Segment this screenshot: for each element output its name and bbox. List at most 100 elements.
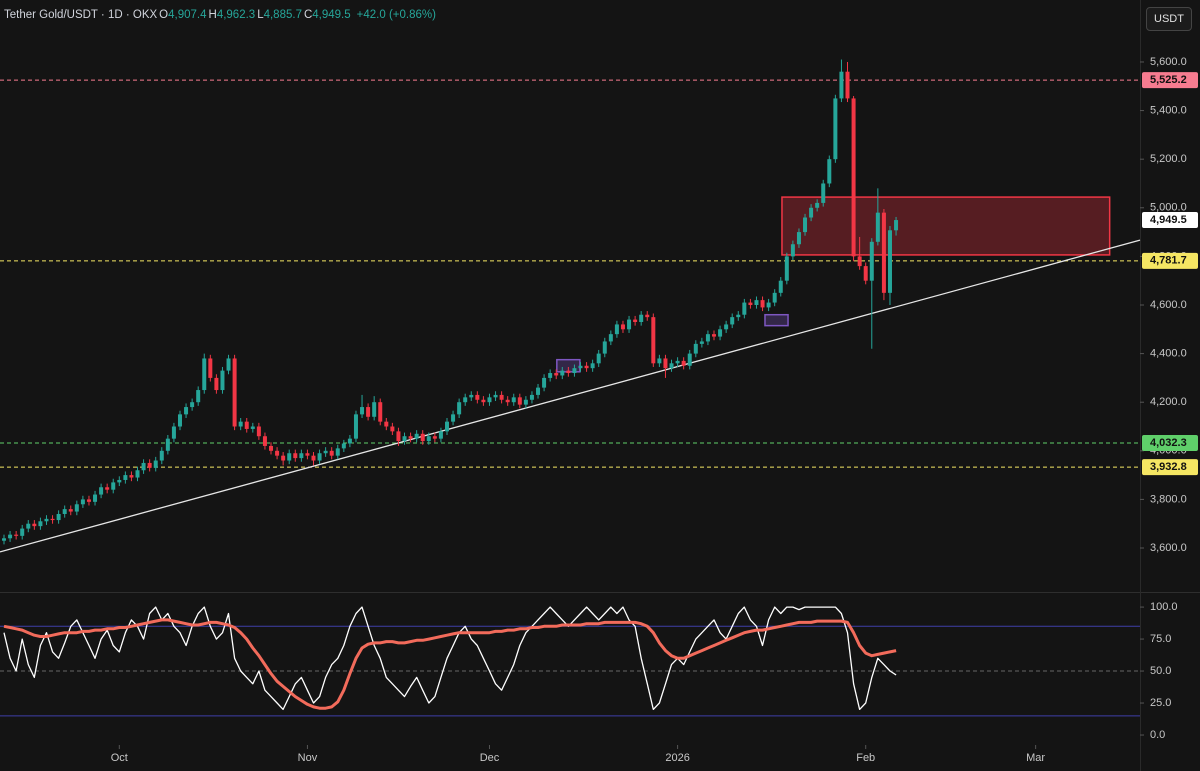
candle-body [651,317,656,364]
level-label: 4,781.7 [1150,255,1187,267]
candle-body [505,399,510,403]
last-price-label-box [1142,212,1198,229]
candle-body [693,343,698,354]
candle-body [129,475,134,478]
candle-body [511,397,516,403]
candle-body [177,414,182,427]
candle-body [390,426,395,432]
ohlc-key: L [257,9,264,21]
zone [781,196,1111,256]
level-label-box [1142,459,1198,476]
candle-body [718,329,723,337]
candle-body [244,421,249,429]
candle-body [50,518,55,521]
oscillator-line [3,606,897,711]
candle-body [699,341,704,344]
candle-body [44,518,49,522]
candle-body [26,523,31,529]
candle-body [311,455,316,461]
candle-body [614,324,619,335]
candle-body [645,314,650,318]
candle-body [463,397,468,403]
symbol-title: Tether Gold/USDT · 1D · OKX [4,9,158,21]
y-tick-label: 25.0 [1150,697,1171,709]
x-tick-label: Mar [1026,752,1045,764]
candle-body [687,353,692,366]
y-tick-label: 4,600.0 [1150,299,1187,311]
candle-body [184,407,189,415]
candle-body [275,450,280,456]
candle-body [402,436,407,442]
ohlc-value: 4,907.4 [168,9,207,21]
candle-body [663,358,668,369]
candle-body [572,368,577,374]
candle-body [335,448,340,456]
currency-button[interactable]: USDT [1146,7,1192,31]
ohlc-value: 4,885.7 [263,9,302,21]
level-label: 4,032.3 [1150,437,1187,449]
candle-body [159,450,164,461]
candle-body [444,421,449,432]
ohlc: O4,907.4 H4,962.3 L4,885.7 C4,949.5 [157,9,350,21]
level-label-box [1142,434,1198,451]
candle-body [469,394,474,398]
candle-body [432,436,437,439]
candle-body [269,445,274,451]
candle-body [754,300,759,305]
y-tick-label: 5,600.0 [1150,56,1187,68]
candle-body [305,453,310,456]
trendline [0,239,1141,553]
x-tick-label: 2026 [665,752,689,764]
y-tick-label: 5,200.0 [1150,153,1187,165]
candle-body [372,402,377,417]
last-price-label: 4,949.5 [1150,214,1187,226]
candle-body [8,534,13,539]
candle-body [62,509,67,514]
candle-body [105,487,110,490]
candle-body [481,399,486,403]
candle-body [881,212,886,293]
candle-body [803,217,808,233]
candle-body [760,300,765,308]
candle-body [790,244,795,257]
candle-body [809,207,814,218]
candle-body [560,370,565,376]
candle-body [833,98,838,160]
candle-body [32,523,37,527]
candle-body [141,462,146,471]
candle-body [493,394,498,398]
y-tick-label: 4,200.0 [1150,396,1187,408]
candle-body [86,499,91,502]
candle-body [529,394,534,400]
candle-body [705,334,710,342]
candle-body [299,453,304,459]
candle-body [281,455,286,461]
candle-body [523,399,528,405]
candle-body [80,499,85,505]
legend: Tether Gold/USDT · 1D · OKX O4,907.4 H4,96… [4,9,436,21]
candle-body [869,241,874,281]
y-tick-label: 75.0 [1150,633,1171,645]
candle-body [742,302,747,315]
candle-body [341,443,346,449]
y-tick-label: 4,400.0 [1150,348,1187,360]
candle-body [894,220,899,231]
candle-body [256,426,261,437]
candle-body [366,407,371,417]
candle-body [839,71,844,99]
candle-body [68,509,73,512]
candle-body [171,426,176,439]
candle-body [378,402,383,422]
candle-body [14,534,19,536]
ohlc-key: O [159,9,169,21]
candle-body [499,394,504,400]
ohlc-value: 4,949.5 [312,9,351,21]
candle-body [863,266,868,281]
zone [764,313,789,327]
oscillator-line [3,618,897,710]
candle-body [329,450,334,456]
candle-body [596,353,601,364]
level-label: 5,525.2 [1150,74,1187,86]
candle-body [845,71,850,99]
